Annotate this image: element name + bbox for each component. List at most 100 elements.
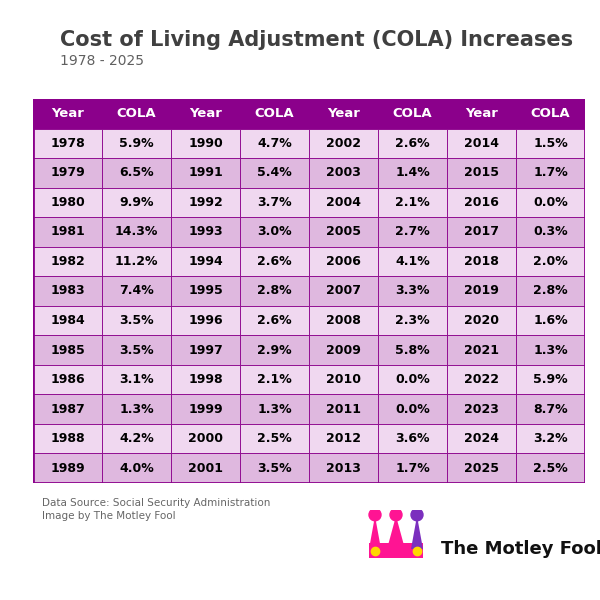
Text: 1.3%: 1.3% [257, 403, 292, 416]
Text: 1.5%: 1.5% [533, 137, 568, 150]
FancyBboxPatch shape [447, 276, 516, 306]
Text: COLA: COLA [530, 107, 571, 120]
FancyBboxPatch shape [240, 335, 309, 365]
FancyBboxPatch shape [516, 424, 585, 454]
FancyBboxPatch shape [240, 365, 309, 394]
FancyBboxPatch shape [33, 276, 102, 306]
Circle shape [369, 509, 381, 521]
Text: 4.0%: 4.0% [119, 462, 154, 475]
Text: 1990: 1990 [188, 137, 223, 150]
Text: 2012: 2012 [326, 432, 361, 445]
Text: 0.3%: 0.3% [533, 226, 568, 238]
Text: 2.9%: 2.9% [257, 344, 292, 356]
FancyBboxPatch shape [516, 454, 585, 483]
FancyBboxPatch shape [309, 247, 378, 276]
Text: 2011: 2011 [326, 403, 361, 416]
Text: 2.8%: 2.8% [257, 284, 292, 298]
FancyBboxPatch shape [516, 365, 585, 394]
FancyBboxPatch shape [516, 306, 585, 335]
FancyBboxPatch shape [447, 217, 516, 247]
FancyBboxPatch shape [378, 424, 447, 454]
Text: 1980: 1980 [50, 196, 85, 209]
Text: 3.3%: 3.3% [395, 284, 430, 298]
Text: 8.7%: 8.7% [533, 403, 568, 416]
FancyBboxPatch shape [240, 276, 309, 306]
FancyBboxPatch shape [447, 128, 516, 158]
Text: Year: Year [327, 107, 360, 120]
FancyBboxPatch shape [309, 158, 378, 188]
Text: Data Source: Social Security Administration: Data Source: Social Security Administrat… [42, 498, 271, 508]
Text: 2002: 2002 [326, 137, 361, 150]
FancyBboxPatch shape [447, 158, 516, 188]
Text: COLA: COLA [392, 107, 433, 120]
FancyBboxPatch shape [516, 335, 585, 365]
FancyBboxPatch shape [33, 128, 102, 158]
FancyBboxPatch shape [309, 394, 378, 424]
Text: Year: Year [465, 107, 498, 120]
Text: 1.4%: 1.4% [395, 166, 430, 179]
Text: 1997: 1997 [188, 344, 223, 356]
Text: 3.2%: 3.2% [533, 432, 568, 445]
FancyBboxPatch shape [33, 99, 102, 128]
Text: 1979: 1979 [50, 166, 85, 179]
Text: Image by The Motley Fool: Image by The Motley Fool [42, 511, 176, 521]
FancyBboxPatch shape [378, 335, 447, 365]
FancyBboxPatch shape [240, 306, 309, 335]
FancyBboxPatch shape [171, 424, 240, 454]
FancyBboxPatch shape [378, 306, 447, 335]
Text: 2.6%: 2.6% [257, 314, 292, 327]
FancyBboxPatch shape [309, 424, 378, 454]
Text: 2008: 2008 [326, 314, 361, 327]
Text: 5.4%: 5.4% [257, 166, 292, 179]
FancyBboxPatch shape [309, 99, 378, 128]
FancyBboxPatch shape [102, 335, 171, 365]
FancyBboxPatch shape [309, 335, 378, 365]
FancyBboxPatch shape [240, 394, 309, 424]
FancyBboxPatch shape [378, 394, 447, 424]
Text: 2005: 2005 [326, 226, 361, 238]
FancyBboxPatch shape [516, 158, 585, 188]
Text: Year: Year [189, 107, 222, 120]
Text: The Motley Fool.: The Motley Fool. [441, 540, 600, 558]
FancyBboxPatch shape [171, 454, 240, 483]
FancyBboxPatch shape [171, 394, 240, 424]
Text: 2010: 2010 [326, 373, 361, 386]
Text: Cost of Living Adjustment (COLA) Increases: Cost of Living Adjustment (COLA) Increas… [60, 30, 573, 50]
FancyBboxPatch shape [378, 188, 447, 217]
Text: COLA: COLA [254, 107, 295, 120]
FancyBboxPatch shape [102, 247, 171, 276]
Text: 1986: 1986 [50, 373, 85, 386]
Polygon shape [369, 543, 423, 558]
Text: 1999: 1999 [188, 403, 223, 416]
Text: 0.0%: 0.0% [395, 403, 430, 416]
Text: 2022: 2022 [464, 373, 499, 386]
Text: 1989: 1989 [50, 462, 85, 475]
Text: 1995: 1995 [188, 284, 223, 298]
FancyBboxPatch shape [309, 306, 378, 335]
FancyBboxPatch shape [240, 247, 309, 276]
FancyBboxPatch shape [171, 217, 240, 247]
FancyBboxPatch shape [378, 454, 447, 483]
Text: 2.7%: 2.7% [395, 226, 430, 238]
Text: 2004: 2004 [326, 196, 361, 209]
Polygon shape [387, 516, 405, 549]
FancyBboxPatch shape [516, 128, 585, 158]
Text: 4.2%: 4.2% [119, 432, 154, 445]
FancyBboxPatch shape [447, 424, 516, 454]
FancyBboxPatch shape [171, 365, 240, 394]
FancyBboxPatch shape [309, 188, 378, 217]
Text: 2.8%: 2.8% [533, 284, 568, 298]
Text: COLA: COLA [116, 107, 157, 120]
Text: Year: Year [51, 107, 84, 120]
FancyBboxPatch shape [240, 188, 309, 217]
FancyBboxPatch shape [447, 99, 516, 128]
FancyBboxPatch shape [309, 217, 378, 247]
FancyBboxPatch shape [102, 99, 171, 128]
FancyBboxPatch shape [378, 158, 447, 188]
Text: 7.4%: 7.4% [119, 284, 154, 298]
FancyBboxPatch shape [33, 335, 102, 365]
FancyBboxPatch shape [378, 247, 447, 276]
Text: 6.5%: 6.5% [119, 166, 154, 179]
Text: 1991: 1991 [188, 166, 223, 179]
FancyBboxPatch shape [447, 335, 516, 365]
